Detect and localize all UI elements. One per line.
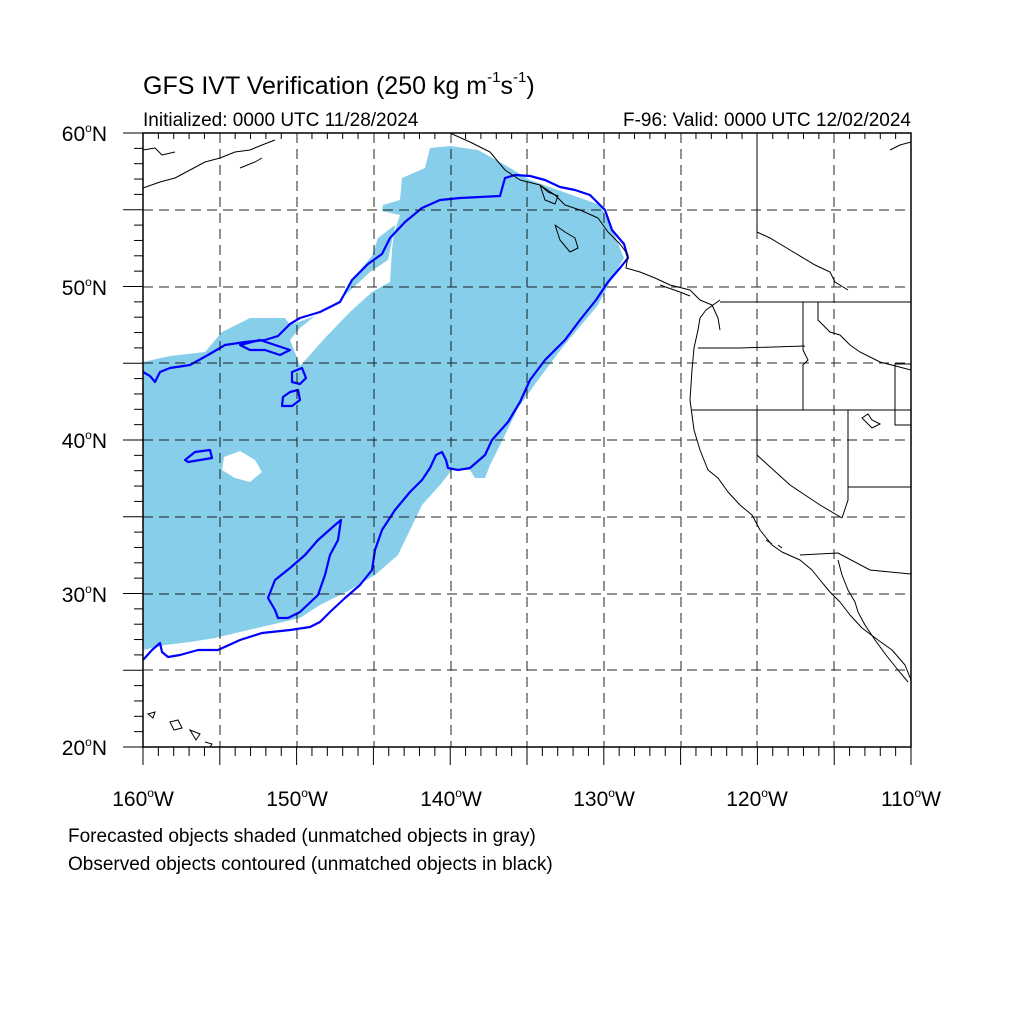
lon-label-160w: 160oW [112,786,174,811]
lat-lon-grid [143,133,911,747]
observed-object-small-3 [290,366,308,386]
lat-label-50n: 50oN [61,275,107,300]
forecast-object-main [143,146,624,650]
lon-label-150w: 150oW [266,786,328,811]
small-islands [146,413,882,748]
valid-time: F-96: Valid: 0000 UTC 12/02/2024 [623,110,911,131]
lat-label-60n: 60oN [61,121,107,146]
lon-label-130w: 130oW [573,786,635,811]
map-title: GFS IVT Verification (250 kg m-1s-1) [143,69,535,100]
legend-forecast: Forecasted objects shaded (unmatched obj… [68,826,536,847]
lon-label-110w: 110oW [881,786,941,811]
lon-label-120w: 120oW [726,786,788,811]
observed-object-main [143,173,630,661]
axis-ticks [123,132,912,765]
observed-object-subtropical [266,518,343,620]
lon-label-140w: 140oW [420,786,482,811]
political-boundaries [692,133,911,575]
observed-object-small-2 [280,388,302,408]
initialized-time: Initialized: 0000 UTC 11/28/2024 [143,110,419,131]
observed-object-notch [238,338,292,357]
legend-observed: Observed objects contoured (unmatched ob… [68,854,553,875]
lat-label-20n: 20oN [61,735,107,760]
lat-label-30n: 30oN [61,582,107,607]
lat-label-40n: 40oN [61,428,107,453]
coastlines [143,133,911,683]
observed-object-small-1 [183,448,214,464]
